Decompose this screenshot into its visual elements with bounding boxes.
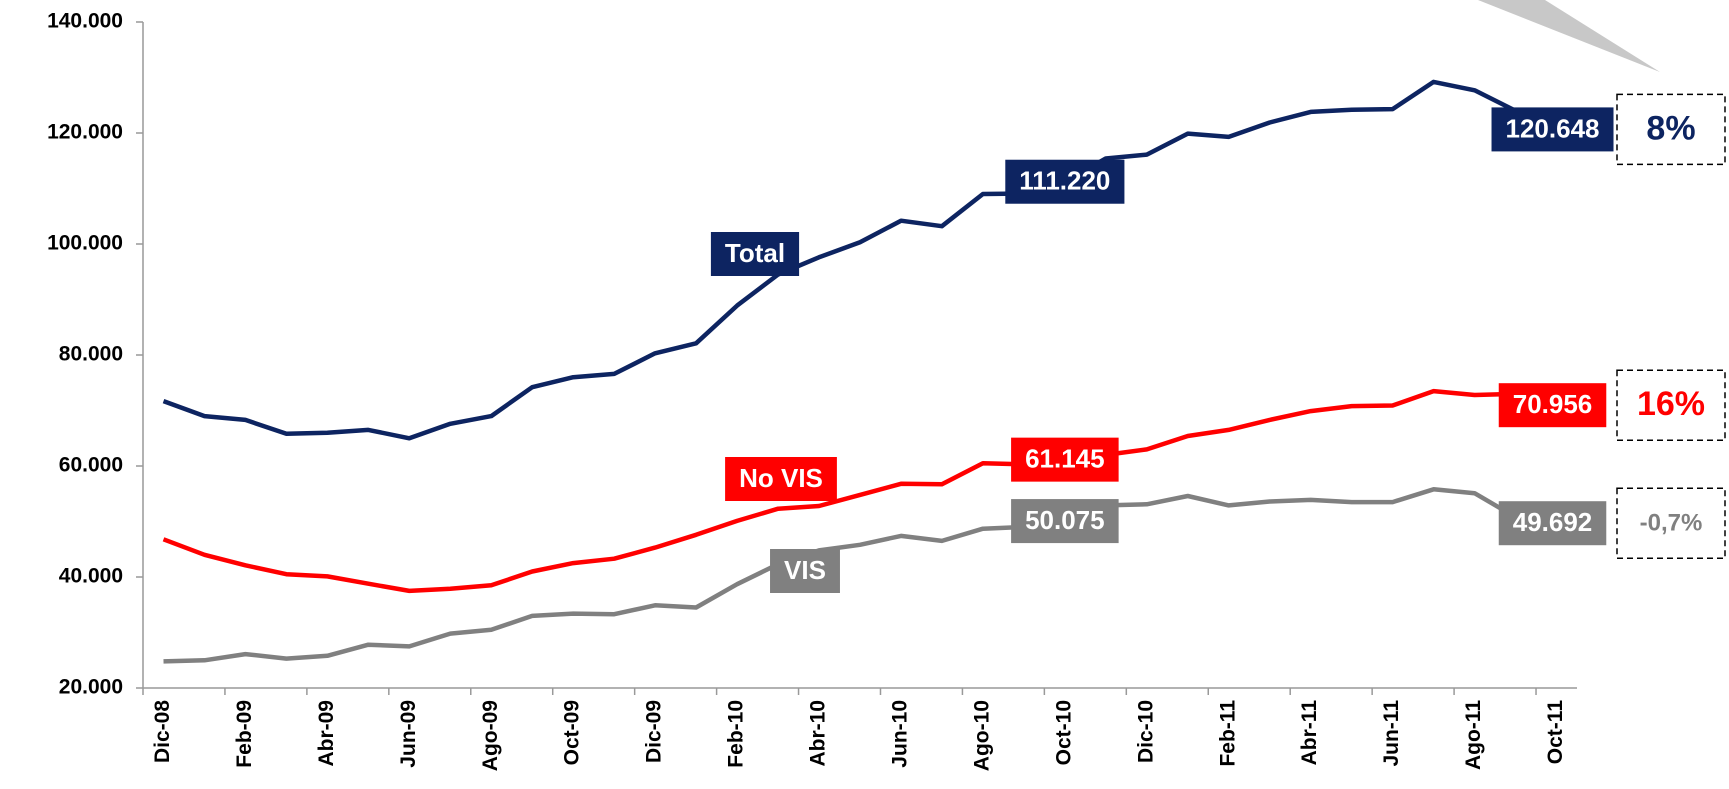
x-tick-label: Feb-09 (233, 700, 256, 768)
x-tick-label: Dic-08 (151, 700, 174, 763)
callout-pointer (1478, 0, 1660, 72)
data-label-box (1491, 107, 1614, 152)
data-label-group: 70.956 (1498, 383, 1607, 428)
x-tick-label: Oct-10 (1052, 700, 1075, 765)
x-tick-label: Oct-09 (561, 700, 584, 765)
x-tick-label: Dic-09 (643, 700, 666, 763)
change-box (1616, 93, 1726, 166)
data-label-group: 120.648 (1491, 107, 1614, 152)
data-label: 70.956 (1513, 389, 1593, 419)
series-line (162, 79, 1558, 441)
x-tick-label: Dic-10 (1134, 700, 1157, 763)
change-box (1616, 369, 1726, 441)
series-line (162, 388, 1558, 594)
series-label-box (770, 549, 840, 593)
series-label: VIS (784, 555, 826, 585)
change-box (1616, 487, 1726, 559)
y-tick-label: 20.000 (59, 676, 123, 699)
change-label: -0,7% (1640, 510, 1703, 537)
y-tick-label: 140.000 (47, 10, 123, 33)
x-tick-label: Ago-10 (970, 700, 993, 771)
data-label-group: 61.145 (1011, 437, 1119, 482)
x-tick-label: Ago-11 (1462, 700, 1485, 770)
series-line (163, 487, 1557, 664)
data-label: 120.648 (1506, 113, 1600, 143)
series-label: Total (725, 238, 785, 268)
x-tick-label: Oct-11 (1544, 700, 1567, 765)
series-label-group: Total (710, 232, 800, 276)
data-label-box (1498, 501, 1607, 546)
x-tick-label: Jun-09 (397, 700, 420, 768)
y-tick-label: 80.000 (59, 343, 123, 366)
data-label-box (1498, 383, 1607, 428)
change-label: 16% (1637, 385, 1705, 423)
x-tick-label: Ago-09 (479, 700, 502, 771)
y-tick-label: 40.000 (59, 565, 123, 588)
series-label: No VIS (739, 463, 823, 493)
data-label-group: 50.075 (1011, 499, 1119, 544)
x-tick-label: Jun-10 (889, 700, 912, 768)
x-tick-label: Abr-09 (315, 700, 338, 767)
data-label-box (1011, 437, 1119, 482)
series-label-box (725, 457, 837, 501)
x-tick-label: Feb-11 (1216, 700, 1239, 767)
series-label-group: VIS (770, 549, 840, 593)
x-tick-label: Feb-10 (725, 700, 748, 768)
y-tick-label: 120.000 (47, 121, 123, 144)
x-tick-label: Jun-11 (1380, 700, 1403, 767)
data-label-group: 49.692 (1498, 501, 1607, 546)
data-label: 50.075 (1025, 505, 1105, 535)
series-label-group: No VIS (725, 457, 837, 501)
x-tick-label: Abr-11 (1298, 700, 1321, 766)
y-tick-label: 100.000 (47, 232, 123, 255)
data-label: 61.145 (1025, 444, 1105, 474)
data-label-box (1005, 159, 1125, 204)
change-label: 8% (1646, 109, 1695, 147)
data-label-box (1011, 499, 1119, 544)
x-tick-label: Abr-10 (807, 700, 830, 767)
data-label-group: 111.220 (1005, 159, 1125, 204)
y-tick-label: 60.000 (59, 454, 123, 477)
series-label-box (710, 232, 800, 276)
data-label: 49.692 (1513, 507, 1593, 537)
data-label: 111.220 (1019, 166, 1110, 196)
